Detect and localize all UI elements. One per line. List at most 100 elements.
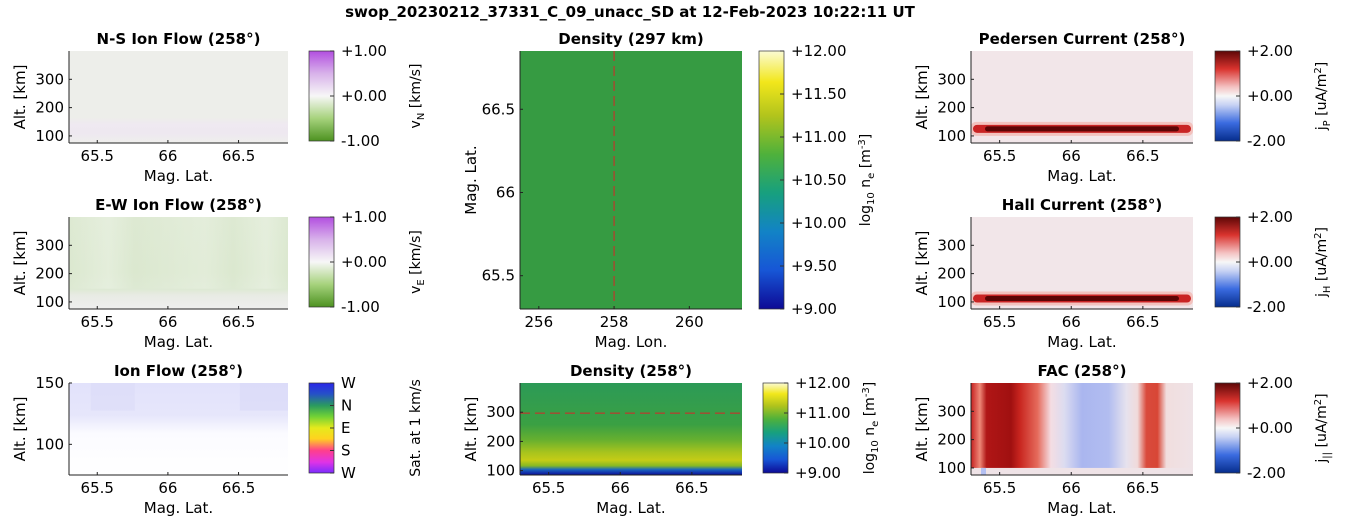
y-axis-label: Alt. [km]	[11, 231, 29, 296]
colorbar-label-part: e	[866, 173, 877, 179]
heatmap-field	[520, 51, 742, 309]
colorbar-tick-label: +1.00	[341, 208, 387, 226]
colorbar-label-part: 10	[870, 440, 881, 453]
y-tick-label: 200	[35, 265, 64, 283]
y-tick-label: 100	[937, 293, 966, 311]
colorbar-label-part: -3	[857, 139, 868, 149]
colorbar-tick-label: +0.00	[1247, 419, 1293, 437]
colorbar-label-part: e	[870, 421, 881, 427]
x-axis-label: Mag. Lon.	[595, 333, 668, 351]
colorbar-label: Sat. at 1 km/s	[408, 379, 424, 477]
colorbar-tick-label: S	[341, 442, 351, 460]
panel-dens_bot: 65.5 66 66.5 100 200 300 Density (258°) Mag. La…	[462, 362, 881, 517]
colorbar-tick-label: +9.50	[791, 257, 837, 275]
x-axis-label: Mag. Lat.	[596, 499, 665, 517]
x-axis-label: Mag. Lat.	[1047, 333, 1116, 351]
panel-ew: 65.5 66 66.5 100 200 300 E-W Ion Flow (258°) Ma…	[11, 196, 427, 351]
x-tick-label: 65.5	[983, 313, 1016, 331]
colorbar-tick-label: W	[341, 374, 356, 392]
x-tick-label: 66	[611, 479, 630, 497]
panel-ns: 65.5 66 66.5 100 200 300 N-S Ion Flow (258°) Ma…	[11, 30, 427, 185]
colorbar-label-part: v	[408, 120, 424, 128]
y-tick-label: 66	[496, 183, 515, 201]
colorbar-tick-label: -1.00	[341, 132, 380, 150]
colorbar-tick-label: +2.00	[1247, 374, 1293, 392]
colorbar-tick-label: +9.00	[795, 464, 841, 482]
colorbar-label-part: log	[858, 205, 874, 226]
colorbar-tick-label: +0.00	[341, 253, 387, 271]
colorbar	[762, 382, 789, 474]
colorbar-tick-label: +0.00	[341, 87, 387, 105]
y-tick-label: 200	[937, 99, 966, 117]
x-tick-label: 66	[1062, 479, 1081, 497]
x-tick-label: 66.5	[1126, 479, 1159, 497]
colorbar	[1214, 50, 1241, 142]
colorbar-tick-label: +11.00	[791, 128, 847, 146]
figure-title: swop_20230212_37331_C_09_unacc_SD at 12-…	[345, 3, 916, 21]
y-axis-label: Alt. [km]	[11, 65, 29, 130]
panel-ion: 65.5 66 66.5 100 150 Ion Flow (258°) Mag. Lat.…	[11, 362, 424, 517]
colorbar-label-part: E	[416, 279, 427, 285]
y-tick-label: 300	[937, 402, 966, 420]
colorbar-tick-label: +10.00	[795, 434, 851, 452]
colorbar-label-part: 2	[1313, 399, 1324, 405]
panel-title: Density (258°)	[570, 362, 692, 380]
x-tick-label: 66.5	[222, 147, 255, 165]
x-tick-label: 65.5	[983, 479, 1016, 497]
x-axis-label: Mag. Lat.	[1047, 499, 1116, 517]
colorbar-label-part: Sat. at 1 km/s	[408, 379, 424, 477]
colorbar-label-part: [uA/m	[1314, 74, 1330, 121]
colorbar-label-part: H	[1322, 286, 1333, 294]
colorbar-label: jP [uA/m2]	[1313, 62, 1333, 131]
colorbar-tick-label: +12.00	[795, 374, 851, 392]
colorbar-tick-label: W	[341, 464, 356, 482]
y-axis-label: Alt. [km]	[462, 397, 480, 462]
x-tick-label: 65.5	[81, 313, 114, 331]
x-tick-label: 66	[158, 479, 177, 497]
x-tick-label: 66	[1062, 147, 1081, 165]
y-tick-label: 100	[937, 459, 966, 477]
y-tick-label: 200	[937, 431, 966, 449]
x-tick-label: 66.5	[675, 479, 708, 497]
panel-title: Density (297 km)	[558, 30, 703, 48]
colorbar	[1214, 216, 1241, 308]
colorbar-label-part: j	[1314, 459, 1330, 464]
colorbar-label: vE [km/s]	[408, 230, 427, 294]
y-tick-label: 300	[35, 70, 64, 88]
colorbar-label: j|| [uA/m2]	[1313, 393, 1333, 463]
y-axis-label: Mag. Lat.	[462, 145, 480, 214]
colorbar-tick-label: +11.00	[795, 404, 851, 422]
panel-fac: 65.5 66 66.5 100 200 300 FAC (258°) Mag. Lat. Al…	[913, 362, 1333, 517]
y-tick-label: 100	[35, 435, 64, 453]
colorbar-label-part: ]	[1314, 227, 1330, 232]
colorbar-label-part: 10	[866, 192, 877, 205]
colorbar-tick-label: +11.50	[791, 85, 847, 103]
y-tick-label: 100	[35, 293, 64, 311]
panel-title: FAC (258°)	[1038, 362, 1127, 380]
colorbar-label-part: n	[862, 427, 878, 440]
x-tick-label: 66.5	[1126, 313, 1159, 331]
colorbar-label-part: log	[862, 453, 878, 474]
colorbar-tick-label: -1.00	[341, 298, 380, 316]
x-tick-label: 66	[1062, 313, 1081, 331]
y-tick-label: 150	[35, 374, 64, 392]
colorbar-tick-label: +1.00	[341, 42, 387, 60]
colorbar-label-part: v	[408, 286, 424, 294]
x-tick-label: 66	[158, 147, 177, 165]
colorbar-label-part: P	[1322, 120, 1333, 126]
x-tick-label: 65.5	[983, 147, 1016, 165]
panel-title: N-S Ion Flow (258°)	[97, 30, 261, 48]
y-tick-label: 300	[937, 70, 966, 88]
x-axis-label: Mag. Lat.	[144, 167, 213, 185]
colorbar-label-part: ]	[862, 382, 878, 387]
y-tick-label: 300	[486, 403, 515, 421]
x-axis-label: Mag. Lat.	[144, 499, 213, 517]
colorbar	[308, 216, 335, 308]
x-tick-label: 65.5	[81, 479, 114, 497]
colorbar-label-part: ]	[1314, 62, 1330, 67]
x-tick-label: 66.5	[222, 313, 255, 331]
colorbar-tick-label: +12.00	[791, 42, 847, 60]
colorbar-label-part: j	[1314, 293, 1330, 298]
y-tick-label: 200	[486, 432, 515, 450]
x-tick-label: 65.5	[532, 479, 565, 497]
